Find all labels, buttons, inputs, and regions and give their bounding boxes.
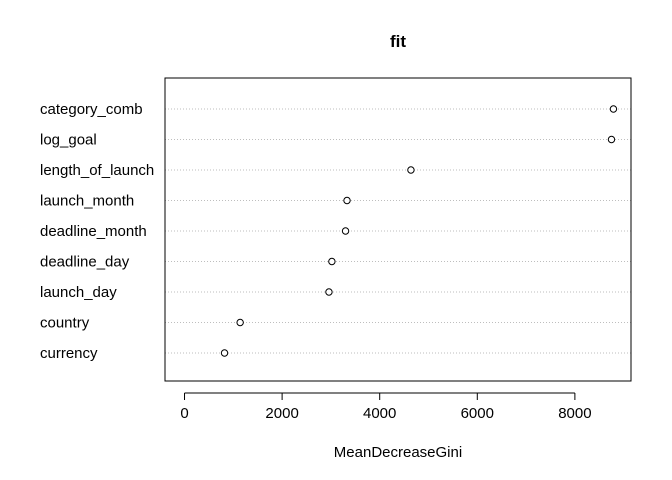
x-tick-label: 2000 [265, 405, 298, 422]
x-tick-label: 6000 [461, 405, 494, 422]
data-points [220, 105, 618, 357]
x-tick-label: 0 [180, 405, 188, 422]
data-point [609, 105, 618, 113]
data-point [328, 257, 336, 266]
chart-title: fit [390, 32, 406, 51]
category-label: category_comb [40, 101, 143, 118]
data-point [341, 227, 350, 235]
x-tick-label: 4000 [363, 405, 396, 422]
x-axis-label: MeanDecreaseGini [334, 444, 462, 461]
category-labels: category_comb log_goal length_of_launchlau… [40, 101, 154, 362]
category-label: length_of_launch [40, 162, 154, 179]
data-point [343, 196, 351, 205]
data-point [607, 135, 616, 144]
data-point [407, 166, 415, 174]
data-point [220, 349, 229, 357]
x-axis: 0 2000 4000 6000 8000 [180, 392, 592, 422]
category-label: deadline_month [40, 223, 147, 240]
x-tick-label: 8000 [558, 405, 591, 422]
category-label: country [40, 315, 90, 332]
category-label: currency [40, 345, 98, 362]
category-label: launch_day [40, 284, 117, 301]
data-point [325, 288, 333, 296]
category-label: log_goal [40, 132, 97, 149]
category-label: launch_month [40, 193, 134, 210]
grid-lines [165, 108, 631, 354]
data-point [236, 318, 244, 327]
category-label: deadline_day [40, 254, 130, 271]
plot-frame [164, 77, 632, 382]
